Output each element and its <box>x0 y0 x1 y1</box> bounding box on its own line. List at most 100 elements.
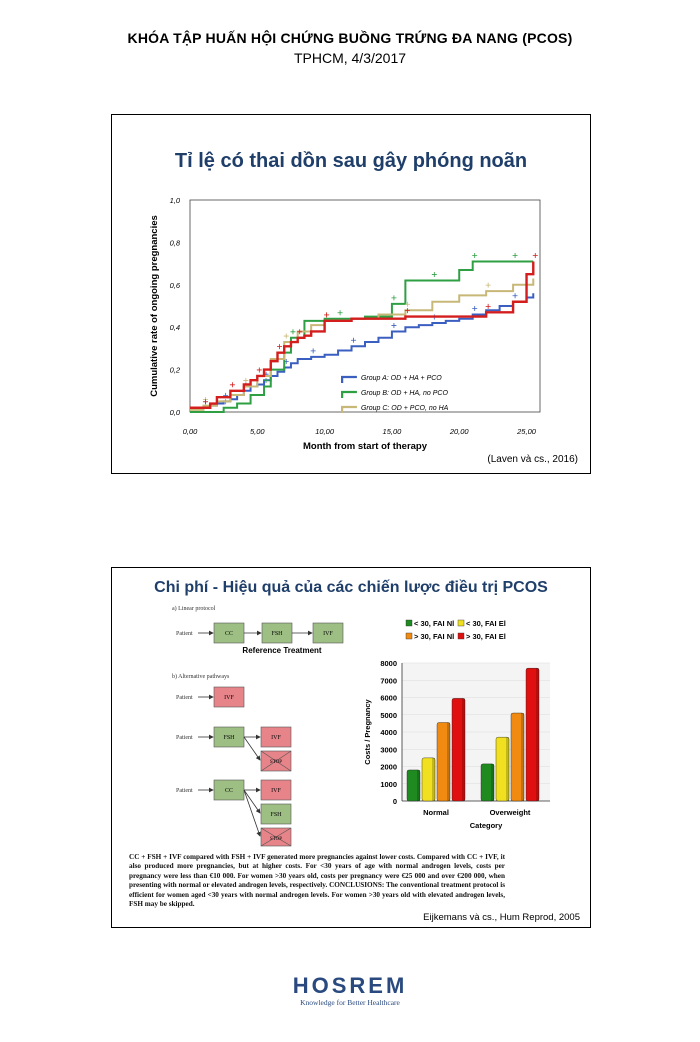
legend-label: Group A: OD + HA + PCO <box>361 375 442 382</box>
censor-mark <box>337 310 343 316</box>
censor-mark <box>277 344 282 350</box>
linear-protocol-heading: a) Linear protocol <box>172 605 216 612</box>
legend-label: < 30, FAI El <box>466 619 506 628</box>
plot-frame <box>189 199 541 413</box>
x-tick-label: 25,00 <box>516 427 537 436</box>
censor-mark <box>290 329 296 335</box>
flow-box-ivf-label: IVF <box>224 695 234 701</box>
y-tick-label: 2000 <box>380 763 397 772</box>
censor-mark <box>283 333 289 339</box>
reference-treatment-label: Reference Treatment <box>242 646 321 655</box>
slide2-citation: Eijkemans và cs., Hum Reprod, 2005 <box>423 912 580 923</box>
censor-mark <box>310 348 316 354</box>
censor-mark <box>324 312 330 318</box>
flow-patient-label: Patient <box>176 788 193 794</box>
y-tick-label: 5000 <box>380 711 397 720</box>
flow-box-stop-label: STOP <box>270 837 282 842</box>
y-axis-label: Cumulative rate of ongoing pregnancies <box>149 215 160 397</box>
flow-patient-label: Patient <box>176 735 193 741</box>
x-tick-label: 20,00 <box>449 427 470 436</box>
bar-shade <box>462 698 465 801</box>
bar <box>495 736 510 802</box>
document-header-title: KHÓA TẬP HUẤN HỘI CHỨNG BUỒNG TRỨNG ĐA N… <box>127 30 573 46</box>
flow-patient-label: Patient <box>176 631 193 637</box>
bar <box>436 722 451 802</box>
censor-mark <box>351 337 357 343</box>
bar <box>510 712 525 802</box>
flow-box-cc-label: CC <box>225 631 233 637</box>
y-tick-label: 0,6 <box>170 281 181 290</box>
flow-box-cc-label: CC <box>225 788 233 794</box>
censor-mark <box>229 382 235 388</box>
series-line <box>190 261 535 409</box>
alternative-pathways-heading: b) Alternative pathways <box>172 673 230 680</box>
slide1-citation: (Laven và cs., 2016) <box>487 454 578 465</box>
censor-mark <box>472 305 478 311</box>
bar <box>525 667 540 802</box>
y-tick-label: 8000 <box>380 659 397 668</box>
y-tick-label: 6000 <box>380 694 397 703</box>
y-tick-label: 1000 <box>380 780 397 789</box>
censor-mark <box>202 399 208 405</box>
logo-tagline: Knowledge for Better Healthcare <box>300 998 400 1007</box>
x-axis-label: Category <box>470 821 503 830</box>
slide-cost-effectiveness: Chi phí - Hiệu quả của các chiến lược đi… <box>111 567 591 928</box>
censor-mark <box>256 367 262 373</box>
bar-shade <box>417 769 420 801</box>
bar-shade <box>506 737 509 801</box>
legend-swatch <box>457 632 465 640</box>
flow-patient-label: Patient <box>176 695 193 701</box>
series-line <box>190 260 534 413</box>
y-tick-label: 0 <box>393 797 397 806</box>
flow-box-ivf <box>260 726 292 748</box>
flow-box-fsh <box>260 803 292 825</box>
bar-shade <box>432 757 435 801</box>
x-tick-label: 0,00 <box>183 427 198 436</box>
y-tick-label: 0,2 <box>170 366 181 375</box>
flow-box-stop-label: STOP <box>270 760 282 765</box>
legend-swatch <box>341 405 357 413</box>
censor-mark <box>404 301 410 307</box>
censor-mark <box>263 378 269 384</box>
censor-mark <box>391 322 397 328</box>
legend-swatch <box>405 632 413 640</box>
y-axis-label: Costs / Pregnancy <box>363 698 372 764</box>
y-tick-label: 0,4 <box>170 323 180 332</box>
category-label: Overweight <box>490 808 531 817</box>
y-tick-label: 0,0 <box>170 408 181 417</box>
legend-label: < 30, FAI Nl <box>414 619 454 628</box>
x-tick-label: 5,00 <box>250 427 265 436</box>
cost-per-pregnancy-chart: < 30, FAI Nl < 30, FAI El > 30, FAI Nl > 30… <box>363 619 550 830</box>
flow-box-fsh-label: FSH <box>223 735 235 741</box>
bar <box>451 698 466 802</box>
censor-mark <box>404 308 410 314</box>
legend-label: Group B: OD + HA, no PCO <box>361 390 449 397</box>
flow-box-ivf-label: IVF <box>323 631 333 637</box>
legend-swatch <box>341 375 357 383</box>
slide-cumulative-pregnancy: Tỉ lệ có thai dồn sau gây phóng noãn 0,0… <box>111 114 591 474</box>
flow-box-ivf <box>213 686 245 708</box>
bar-shade <box>536 668 539 801</box>
x-tick-label: 10,00 <box>315 427 335 436</box>
y-tick-label: 4000 <box>380 728 397 737</box>
bar-shade <box>521 713 524 801</box>
flow-box-ivf-label: IVF <box>271 788 281 794</box>
legend-label: > 30, FAI El <box>466 632 506 641</box>
slide1-title: Tỉ lệ có thai dồn sau gây phóng noãn <box>174 150 528 172</box>
censor-mark <box>391 295 397 301</box>
flow-box-fsh-label: FSH <box>271 631 283 637</box>
slide2-title: Chi phí - Hiệu quả của các chiến lược đi… <box>154 579 548 596</box>
cumulative-pregnancy-chart: 0,00 5,00 10,00 15,00 20,00 25,00 0,0 0,2 0,4 0,6… <box>149 196 541 452</box>
censor-mark <box>512 293 518 299</box>
y-tick-label: 0,8 <box>170 238 181 247</box>
censor-mark <box>243 378 249 384</box>
flow-box-ivf <box>312 622 344 644</box>
censor-mark <box>532 252 538 258</box>
y-tick-label: 3000 <box>380 745 397 754</box>
legend-label: > 30, FAI Nl <box>414 632 454 641</box>
x-axis-label: Month from start of therapy <box>303 441 428 452</box>
flow-box-ivf-label: IVF <box>271 735 281 741</box>
flow-box-fsh-label: FSH <box>270 812 282 818</box>
y-tick-label: 7000 <box>380 676 397 685</box>
y-tick-label: 1,0 <box>170 196 181 205</box>
